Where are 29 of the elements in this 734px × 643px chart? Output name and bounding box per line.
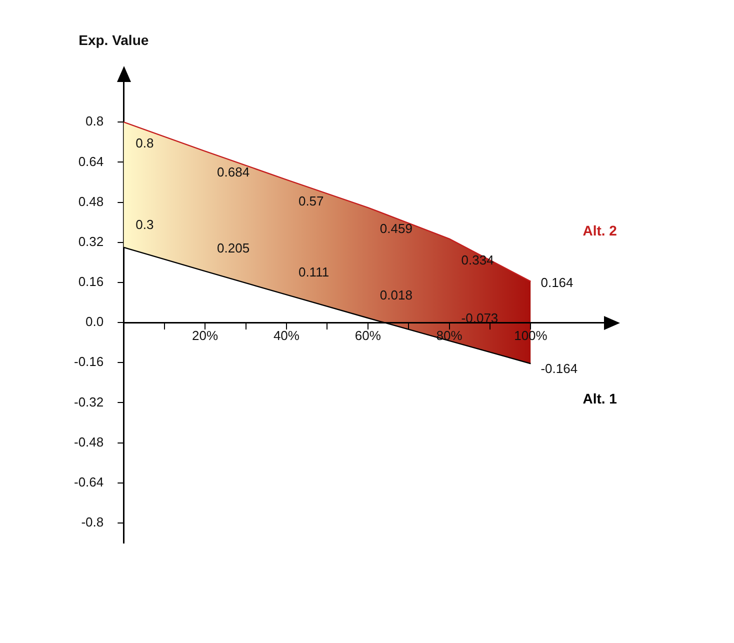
data-label: 0.8 xyxy=(136,136,154,151)
data-label: 0.334 xyxy=(461,252,494,268)
data-label: 0.684 xyxy=(217,164,250,180)
x-tick-label: 20% xyxy=(192,328,218,343)
y-tick-label: -0.16 xyxy=(74,354,104,370)
text: Alt. 1 xyxy=(582,390,618,406)
data-label: 0.111 xyxy=(298,264,330,280)
x-tick-label: 40% xyxy=(273,328,300,343)
y-tick-label: 0.48 xyxy=(78,194,104,209)
text: Alt. 2 xyxy=(582,222,618,238)
x-tick-label: 80% xyxy=(436,328,463,343)
data-label: 0.018 xyxy=(380,288,412,303)
data-label: 0.164 xyxy=(540,275,574,290)
y-tick-label: 0.32 xyxy=(78,234,104,249)
y-tick-label: -0.8 xyxy=(81,514,104,530)
y-axis-title: Exp. Value xyxy=(78,32,149,48)
x-tick-label: 60% xyxy=(354,328,382,343)
data-label: -0.164 xyxy=(540,361,578,376)
y-tick-label: -0.32 xyxy=(74,394,104,410)
y-tick-label: -0.48 xyxy=(74,434,104,450)
y-tick-label: 0.64 xyxy=(78,154,104,169)
data-label: 0.205 xyxy=(217,240,250,256)
y-tick-label: 0.0 xyxy=(86,314,104,330)
y-tick-label: -0.64 xyxy=(74,474,104,490)
data-label: 0.459 xyxy=(380,221,412,236)
y-tick-label: 0.8 xyxy=(86,114,104,129)
data-label: 0.57 xyxy=(298,193,324,208)
y-tick-label: 0.16 xyxy=(78,274,104,290)
data-label: 0.3 xyxy=(136,216,154,232)
